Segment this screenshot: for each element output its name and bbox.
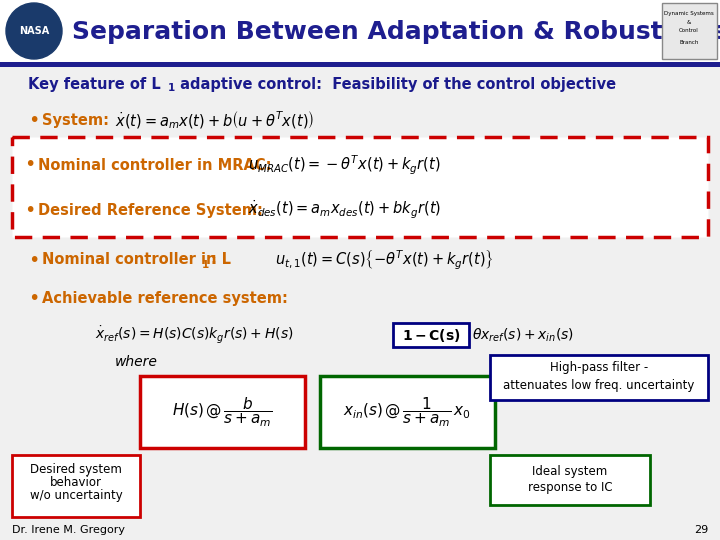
Text: •: • bbox=[28, 111, 40, 130]
Bar bbox=[0, 67, 720, 540]
Text: $H(s)\,@\,\dfrac{b}{s+a_m}$: $H(s)\,@\,\dfrac{b}{s+a_m}$ bbox=[172, 395, 272, 429]
Bar bbox=[0, 0, 720, 62]
Text: System:: System: bbox=[42, 112, 109, 127]
FancyBboxPatch shape bbox=[393, 323, 469, 347]
Text: behavior: behavior bbox=[50, 476, 102, 489]
Text: •: • bbox=[28, 251, 40, 269]
Text: Control: Control bbox=[679, 29, 699, 33]
Text: •: • bbox=[24, 200, 35, 219]
Bar bbox=[0, 62, 720, 67]
Text: Dr. Irene M. Gregory: Dr. Irene M. Gregory bbox=[12, 525, 125, 535]
Text: $\dot{x}_{ref}(s)=H(s)C(s)k_g r(s)+H(s)$: $\dot{x}_{ref}(s)=H(s)C(s)k_g r(s)+H(s)$ bbox=[95, 325, 294, 346]
Text: where: where bbox=[115, 355, 158, 369]
FancyBboxPatch shape bbox=[140, 376, 305, 448]
Text: 1: 1 bbox=[202, 260, 210, 270]
Text: $\theta x_{ref}(s)+x_{in}(s)$: $\theta x_{ref}(s)+x_{in}(s)$ bbox=[472, 326, 574, 343]
Bar bbox=[662, 3, 717, 59]
Text: Separation Between Adaptation & Robustness: Separation Between Adaptation & Robustne… bbox=[72, 20, 720, 44]
Text: Branch: Branch bbox=[679, 39, 698, 44]
Text: Ideal system: Ideal system bbox=[532, 465, 608, 478]
Text: 1: 1 bbox=[168, 83, 175, 93]
Text: •: • bbox=[28, 288, 40, 307]
FancyBboxPatch shape bbox=[320, 376, 495, 448]
Text: response to IC: response to IC bbox=[528, 481, 612, 494]
Text: 29: 29 bbox=[694, 525, 708, 535]
Text: Desired Reference System:: Desired Reference System: bbox=[38, 202, 263, 218]
Text: Desired system: Desired system bbox=[30, 462, 122, 476]
FancyBboxPatch shape bbox=[490, 355, 708, 400]
FancyBboxPatch shape bbox=[490, 455, 650, 505]
Text: $\dot{x}(t)=a_m x(t)+b\left(u+\theta^T x(t)\right)$: $\dot{x}(t)=a_m x(t)+b\left(u+\theta^T x… bbox=[115, 109, 314, 131]
Text: attenuates low freq. uncertainty: attenuates low freq. uncertainty bbox=[503, 379, 695, 392]
Text: Key feature of L: Key feature of L bbox=[28, 77, 161, 91]
FancyBboxPatch shape bbox=[12, 455, 140, 517]
Text: •: • bbox=[24, 156, 35, 174]
Text: $\mathbf{1-C(s)}$: $\mathbf{1-C(s)}$ bbox=[402, 327, 460, 343]
Text: $\dot{x}_{des}(t)=a_m x_{des}(t)+bk_g r(t)$: $\dot{x}_{des}(t)=a_m x_{des}(t)+bk_g r(… bbox=[248, 199, 441, 221]
Circle shape bbox=[8, 5, 60, 57]
FancyBboxPatch shape bbox=[12, 137, 708, 237]
Text: High-pass filter -: High-pass filter - bbox=[550, 361, 648, 375]
Text: Dynamic Systems: Dynamic Systems bbox=[664, 10, 714, 16]
Text: :: : bbox=[210, 253, 216, 267]
Text: w/o uncertainty: w/o uncertainty bbox=[30, 489, 122, 502]
Text: NASA: NASA bbox=[19, 26, 49, 36]
Text: Achievable reference system:: Achievable reference system: bbox=[42, 291, 288, 306]
Circle shape bbox=[6, 3, 62, 59]
Text: $x_{in}(s)\,@\,\dfrac{1}{s+a_m}\,x_0$: $x_{in}(s)\,@\,\dfrac{1}{s+a_m}\,x_0$ bbox=[343, 395, 471, 429]
Text: $u_{t,1}(t)=C(s)\left\{-\theta^T x(t)+k_g r(t)\right\}$: $u_{t,1}(t)=C(s)\left\{-\theta^T x(t)+k_… bbox=[275, 248, 494, 272]
Text: &: & bbox=[687, 19, 691, 24]
Text: $u_{MRAC}(t)=-\theta^T x(t)+k_g r(t)$: $u_{MRAC}(t)=-\theta^T x(t)+k_g r(t)$ bbox=[248, 153, 441, 177]
Text: Nominal controller in L: Nominal controller in L bbox=[42, 253, 231, 267]
Text: Nominal controller in MRAC:: Nominal controller in MRAC: bbox=[38, 158, 271, 172]
Text: adaptive control:  Feasibility of the control objective: adaptive control: Feasibility of the con… bbox=[175, 77, 616, 91]
